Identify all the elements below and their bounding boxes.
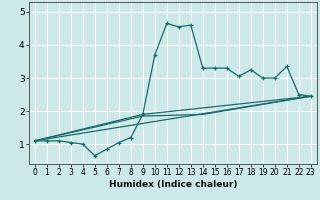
- X-axis label: Humidex (Indice chaleur): Humidex (Indice chaleur): [108, 180, 237, 189]
